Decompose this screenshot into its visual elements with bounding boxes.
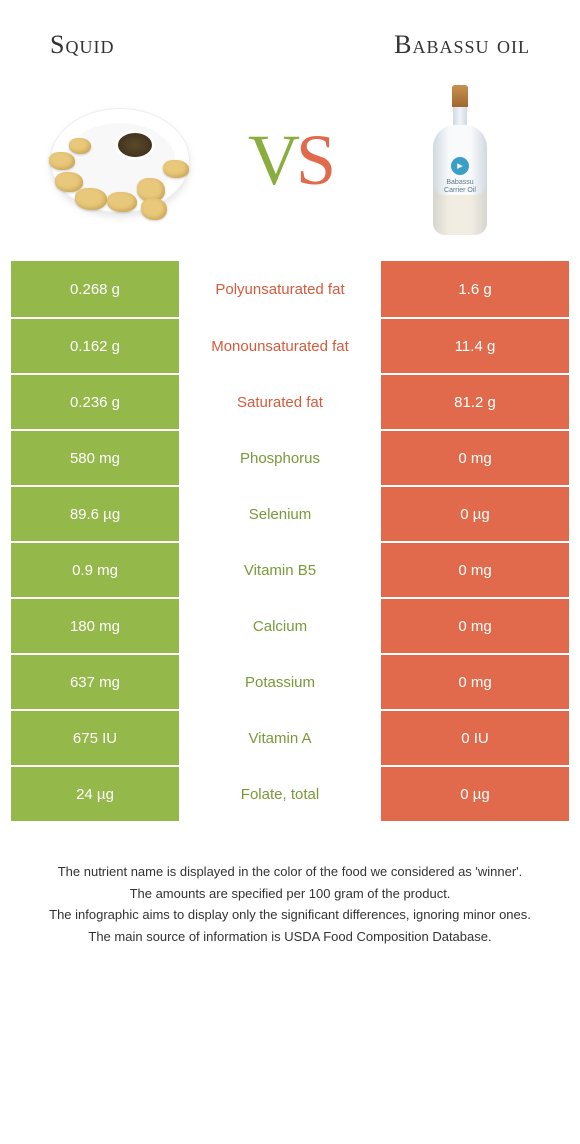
right-food-title: Babassu oil <box>394 30 530 60</box>
nutrient-label: Calcium <box>181 599 381 653</box>
right-value: 0 mg <box>381 599 569 653</box>
left-value: 0.9 mg <box>11 543 181 597</box>
left-value: 675 IU <box>11 711 181 765</box>
vs-label: VS <box>248 119 332 202</box>
nutrient-label: Vitamin A <box>181 711 381 765</box>
table-row: 0.236 gSaturated fat81.2 g <box>11 373 569 429</box>
table-row: 0.9 mgVitamin B50 mg <box>11 541 569 597</box>
header: Squid Babassu oil <box>0 0 580 70</box>
right-value: 0 µg <box>381 767 569 821</box>
nutrient-label: Monounsaturated fat <box>181 319 381 373</box>
left-value: 0.162 g <box>11 319 181 373</box>
left-food-image <box>40 80 200 240</box>
right-value: 0 mg <box>381 431 569 485</box>
footnote-line: The infographic aims to display only the… <box>40 905 540 925</box>
right-value: 0 µg <box>381 487 569 541</box>
left-value: 0.236 g <box>11 375 181 429</box>
left-food-title: Squid <box>50 30 114 60</box>
table-row: 637 mgPotassium0 mg <box>11 653 569 709</box>
left-value: 180 mg <box>11 599 181 653</box>
nutrient-label: Vitamin B5 <box>181 543 381 597</box>
table-row: 675 IUVitamin A0 IU <box>11 709 569 765</box>
nutrient-label: Selenium <box>181 487 381 541</box>
right-food-image: ▸ Babassu Carrier Oil <box>380 80 540 240</box>
right-value: 1.6 g <box>381 261 569 317</box>
table-row: 180 mgCalcium0 mg <box>11 597 569 653</box>
table-row: 0.162 gMonounsaturated fat11.4 g <box>11 317 569 373</box>
images-row: VS ▸ Babassu Carrier Oil <box>0 70 580 260</box>
footnote-line: The main source of information is USDA F… <box>40 927 540 947</box>
left-value: 580 mg <box>11 431 181 485</box>
table-row: 0.268 gPolyunsaturated fat1.6 g <box>11 261 569 317</box>
table-row: 24 µgFolate, total0 µg <box>11 765 569 821</box>
nutrient-label: Phosphorus <box>181 431 381 485</box>
bottle-logo-icon: ▸ <box>451 157 469 175</box>
nutrient-table: 0.268 gPolyunsaturated fat1.6 g0.162 gMo… <box>10 260 570 822</box>
left-value: 89.6 µg <box>11 487 181 541</box>
right-value: 11.4 g <box>381 319 569 373</box>
nutrient-label: Potassium <box>181 655 381 709</box>
vs-v: V <box>248 120 296 200</box>
vs-s: S <box>296 120 332 200</box>
footnotes: The nutrient name is displayed in the co… <box>0 822 580 968</box>
footnote-line: The amounts are specified per 100 gram o… <box>40 884 540 904</box>
left-value: 0.268 g <box>11 261 181 317</box>
left-value: 637 mg <box>11 655 181 709</box>
nutrient-label: Folate, total <box>181 767 381 821</box>
right-value: 0 IU <box>381 711 569 765</box>
nutrient-label: Polyunsaturated fat <box>181 261 381 317</box>
nutrient-label: Saturated fat <box>181 375 381 429</box>
table-row: 580 mgPhosphorus0 mg <box>11 429 569 485</box>
left-value: 24 µg <box>11 767 181 821</box>
right-value: 0 mg <box>381 655 569 709</box>
footnote-line: The nutrient name is displayed in the co… <box>40 862 540 882</box>
right-value: 81.2 g <box>381 375 569 429</box>
bottle-label-line2: Carrier Oil <box>440 187 480 195</box>
bottle-label-line1: Babassu <box>440 179 480 187</box>
table-row: 89.6 µgSelenium0 µg <box>11 485 569 541</box>
right-value: 0 mg <box>381 543 569 597</box>
